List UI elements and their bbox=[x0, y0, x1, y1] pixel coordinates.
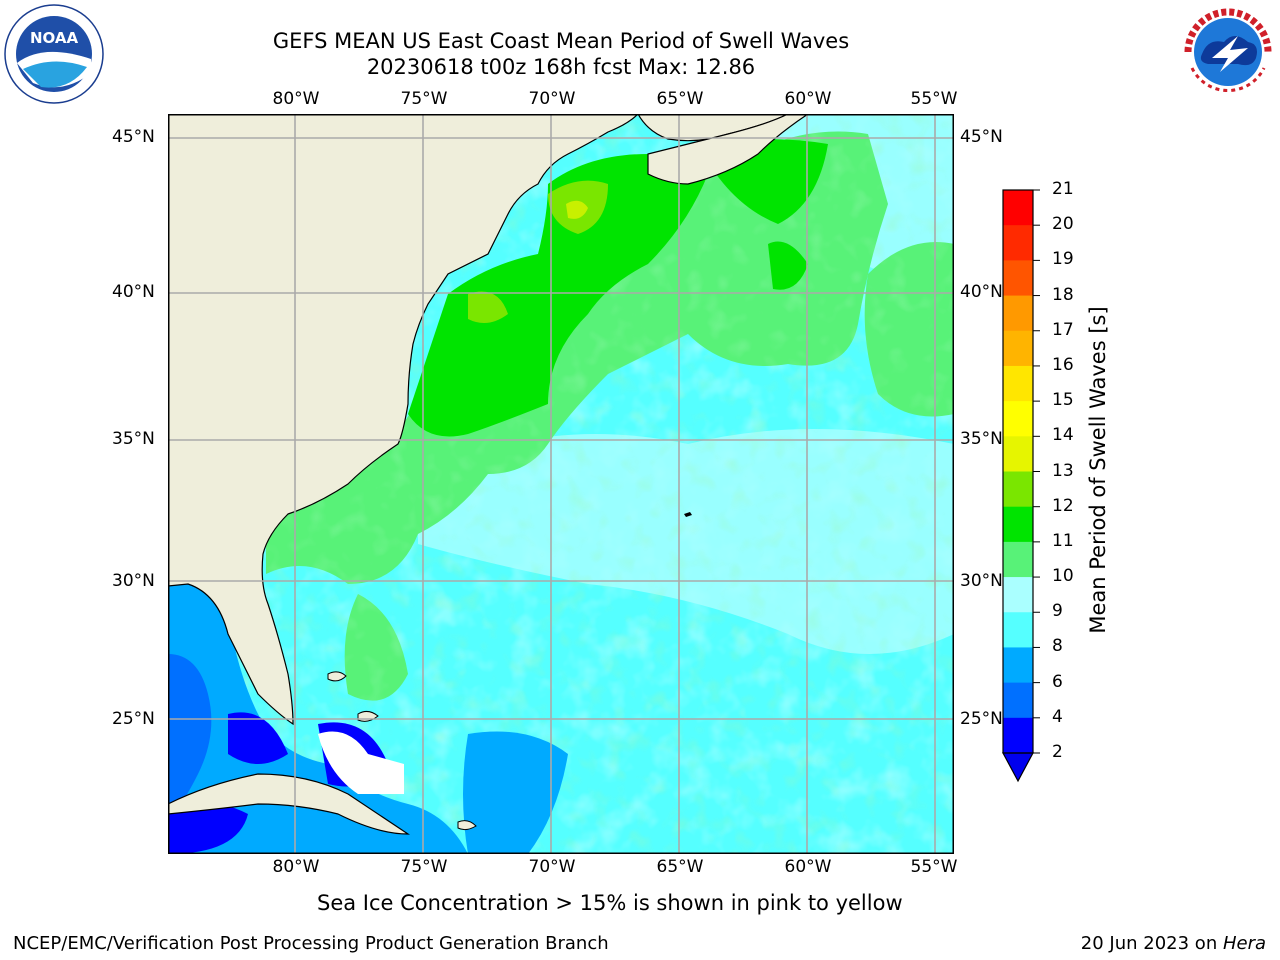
map-title: GEFS MEAN US East Coast Mean Period of S… bbox=[0, 28, 1122, 80]
colorbar-tick-label: 13 bbox=[1052, 461, 1074, 481]
colorbar-label: Mean Period of Swell Waves [s] bbox=[1086, 306, 1110, 633]
colorbar-tick-label: 12 bbox=[1052, 496, 1074, 516]
colorbar-tick-label: 6 bbox=[1052, 672, 1063, 692]
lon-tick-top-75w: 75°W bbox=[398, 89, 450, 109]
colorbar-bin bbox=[1003, 190, 1033, 226]
footer-date: 20 Jun 2023 on bbox=[1081, 933, 1223, 954]
lon-tick-bottom-55w: 55°W bbox=[906, 857, 962, 877]
colorbar-tick-label: 14 bbox=[1052, 425, 1074, 445]
sea-ice-caption: Sea Ice Concentration > 15% is shown in … bbox=[168, 891, 1128, 915]
colorbar-tick-label: 19 bbox=[1052, 249, 1074, 269]
lat-tick-left-30n: 30°N bbox=[112, 571, 155, 591]
colorbar-bin bbox=[1003, 296, 1033, 332]
colorbar-tick-label: 4 bbox=[1052, 707, 1063, 727]
colorbar-tick-label: 20 bbox=[1052, 214, 1074, 234]
lat-tick-right-40n: 40°N bbox=[960, 282, 1003, 302]
lon-tick-bottom-70w: 70°W bbox=[526, 857, 578, 877]
colorbar-bin bbox=[1003, 436, 1033, 472]
lon-tick-bottom-65w: 65°W bbox=[654, 857, 706, 877]
colorbar-tick-label: 9 bbox=[1052, 601, 1063, 621]
lat-tick-left-25n: 25°N bbox=[112, 709, 155, 729]
colorbar-bin bbox=[1003, 507, 1033, 543]
colorbar-tick-label: 11 bbox=[1052, 531, 1074, 551]
colorbar-bin bbox=[1003, 718, 1033, 754]
lat-tick-left-35n: 35°N bbox=[112, 429, 155, 449]
colorbar-bin bbox=[1003, 647, 1033, 683]
lon-tick-top-60w: 60°W bbox=[782, 89, 834, 109]
noaa-logo-text: NOAA bbox=[30, 29, 79, 47]
colorbar-tick-label: 17 bbox=[1052, 320, 1074, 340]
colorbar-tick-label: 10 bbox=[1052, 566, 1074, 586]
lon-tick-top-65w: 65°W bbox=[654, 89, 706, 109]
colorbar-tick-label: 8 bbox=[1052, 636, 1063, 656]
colorbar-bin bbox=[1003, 612, 1033, 648]
title-line-2: 20230618 t00z 168h fcst Max: 12.86 bbox=[0, 54, 1122, 80]
colorbar-bin bbox=[1003, 472, 1033, 508]
lat-tick-left-45n: 45°N bbox=[112, 127, 155, 147]
colorbar-tick-label: 21 bbox=[1052, 179, 1074, 199]
lon-tick-top-80w: 80°W bbox=[270, 89, 322, 109]
colorbar-tick-label: 2 bbox=[1052, 742, 1063, 762]
lat-tick-right-45n: 45°N bbox=[960, 127, 1003, 147]
colorbar-bin bbox=[1003, 542, 1033, 578]
lat-tick-right-30n: 30°N bbox=[960, 571, 1003, 591]
colorbar-bin bbox=[1003, 331, 1033, 367]
title-line-1: GEFS MEAN US East Coast Mean Period of S… bbox=[0, 28, 1122, 54]
colorbar-under-extension bbox=[1003, 753, 1033, 781]
map-panel bbox=[168, 114, 954, 854]
lon-tick-bottom-80w: 80°W bbox=[270, 857, 322, 877]
colorbar-bin bbox=[1003, 260, 1033, 296]
noaa-logo: NOAA bbox=[3, 3, 105, 105]
footer-branch: NCEP/EMC/Verification Post Processing Pr… bbox=[13, 933, 609, 954]
lon-tick-top-70w: 70°W bbox=[526, 89, 578, 109]
lon-tick-top-55w: 55°W bbox=[906, 89, 962, 109]
swell-period-map bbox=[168, 114, 954, 854]
colorbar-bin bbox=[1003, 366, 1033, 402]
colorbar-tick-label: 18 bbox=[1052, 285, 1074, 305]
lon-tick-bottom-75w: 75°W bbox=[398, 857, 450, 877]
colorbar-tick-label: 16 bbox=[1052, 355, 1074, 375]
lat-tick-right-25n: 25°N bbox=[960, 709, 1003, 729]
lat-tick-right-35n: 35°N bbox=[960, 429, 1003, 449]
lon-tick-bottom-60w: 60°W bbox=[782, 857, 834, 877]
colorbar-bin bbox=[1003, 683, 1033, 719]
footer-run-info: 20 Jun 2023 on Hera bbox=[1081, 933, 1266, 954]
footer-host: Hera bbox=[1223, 933, 1266, 954]
lat-tick-left-40n: 40°N bbox=[112, 282, 155, 302]
colorbar-bin bbox=[1003, 225, 1033, 261]
national-weather-service-logo bbox=[1178, 2, 1278, 102]
colorbar-bin bbox=[1003, 401, 1033, 437]
colorbar-bin bbox=[1003, 577, 1033, 613]
colorbar-tick-label: 15 bbox=[1052, 390, 1074, 410]
